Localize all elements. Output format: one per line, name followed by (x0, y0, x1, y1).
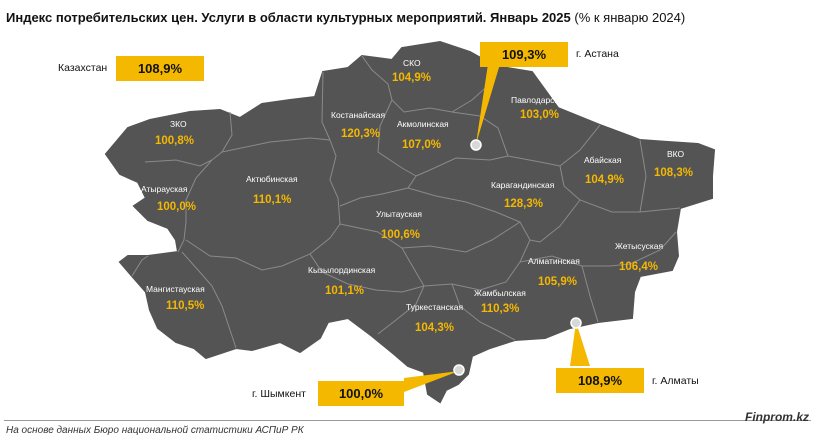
region-value-zko: 100,8% (155, 135, 194, 147)
almaty-label: г. Алматы (652, 375, 699, 387)
region-value-zhetysu: 106,4% (619, 261, 658, 273)
shymkent-marker (453, 364, 465, 376)
region-name-zhambyl: Жамбылская (474, 288, 526, 298)
region-value-zhambyl: 110,3% (481, 303, 519, 315)
region-name-zhetysu: Жетысуская (615, 241, 663, 251)
title-main: Индекс потребительских цен. Услуги в обл… (6, 10, 571, 25)
region-name-mangystau: Мангистауская (146, 284, 205, 294)
country-shape (104, 40, 716, 404)
region-name-sko: СКО (403, 58, 421, 68)
astana-value-box: 109,3% (480, 42, 568, 67)
callout-leaders (404, 64, 590, 392)
region-name-almaty-region: Алматинская (528, 256, 580, 266)
title-suffix: (% к январю 2024) (574, 10, 686, 25)
footer-divider (4, 420, 811, 421)
region-name-akmola: Акмолинская (397, 119, 449, 129)
region-borders (131, 55, 681, 349)
region-value-kyzylorda: 101,1% (325, 285, 364, 297)
region-name-atyrau: Атырауская (141, 184, 188, 194)
region-value-almaty-region: 105,9% (538, 276, 577, 288)
shymkent-value-box: 100,0% (318, 381, 404, 406)
kazakhstan-value-box: 108,9% (116, 56, 204, 81)
region-value-akmola: 107,0% (402, 139, 441, 151)
kazakhstan-label: Казахстан (58, 62, 108, 74)
region-name-vko: ВКО (667, 149, 685, 159)
region-name-karaganda: Карагандинская (491, 180, 555, 190)
region-value-karaganda: 128,3% (504, 198, 543, 210)
region-value-ulytau: 100,6% (381, 229, 420, 241)
region-name-aktobe: Актюбинская (246, 174, 298, 184)
region-name-turkestan: Туркестанская (406, 302, 463, 312)
almaty-value-box: 108,9% (556, 368, 644, 393)
astana-label: г. Астана (576, 48, 619, 60)
region-value-turkestan: 104,3% (415, 322, 454, 334)
region-value-kostanay: 120,3% (341, 128, 380, 140)
region-value-sko: 104,9% (392, 72, 431, 84)
region-value-pavlodar: 103,0% (520, 109, 559, 121)
region-value-vko: 108,3% (654, 167, 693, 179)
region-name-pavlodar: Павлодарская (511, 95, 568, 105)
brand-label: Finprom.kz (744, 410, 809, 424)
shymkent-label: г. Шымкент (252, 388, 306, 400)
region-name-kostanay: Костанайская (331, 110, 386, 120)
region-name-kyzylorda: Кызылординская (308, 265, 376, 275)
region-value-aktobe: 110,1% (253, 194, 291, 206)
region-name-zko: ЗКО (170, 119, 187, 129)
almaty-marker (570, 317, 582, 329)
region-value-mangystau: 110,5% (166, 300, 204, 312)
region-value-atyrau: 100,0% (157, 201, 196, 213)
astana-marker (470, 139, 482, 151)
source-note: На основе данных Бюро национальной стати… (6, 425, 304, 436)
region-value-abay: 104,9% (585, 174, 624, 186)
region-name-abay: Абайская (584, 155, 622, 165)
region-name-ulytau: Улытауская (376, 209, 422, 219)
map-title: Индекс потребительских цен. Услуги в обл… (6, 10, 685, 25)
